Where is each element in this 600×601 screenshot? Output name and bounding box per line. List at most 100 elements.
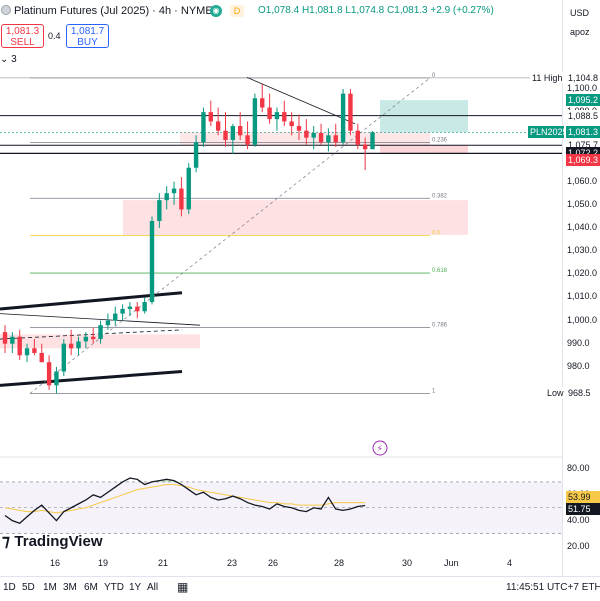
low-tag: Low <box>545 387 565 400</box>
date-label: 4 <box>507 558 513 568</box>
candle-body <box>267 107 272 120</box>
timeframe-6m[interactable]: 6M <box>84 582 98 593</box>
candle-body <box>238 126 243 136</box>
fib-label: 0.236 <box>432 137 448 143</box>
candle-body <box>274 112 280 120</box>
timeframe-1m[interactable]: 1M <box>43 582 57 593</box>
entry-zone <box>180 132 430 146</box>
candle-body <box>164 193 169 201</box>
candle-body <box>252 98 258 145</box>
fib-label: 0.382 <box>432 193 448 199</box>
date-label: 16 <box>50 558 61 568</box>
candle-body <box>311 132 316 138</box>
candle-body <box>54 371 59 386</box>
candle-body <box>208 112 213 122</box>
symbol-logo-icon <box>1 5 11 15</box>
candle-body <box>127 306 133 309</box>
ohlc-high: H1,081.8 <box>301 5 343 16</box>
last-price-label: 1,081.3 <box>566 126 600 139</box>
currency-selector[interactable]: USD <box>570 8 590 18</box>
candle-body <box>318 132 324 143</box>
rsi-value-label: 51.75 <box>566 503 600 516</box>
stop-loss-label: 1,069.3 <box>566 154 600 167</box>
candle-body <box>260 98 265 108</box>
candle-body <box>370 132 375 150</box>
price-tick: 1,040.0 <box>567 221 598 232</box>
visibility-eye-icon[interactable]: ◉ <box>210 5 222 17</box>
timeframe-ytd[interactable]: YTD <box>104 582 124 593</box>
timeframe-all[interactable]: All <box>147 582 159 593</box>
level-label: 1,088.5 <box>566 109 600 122</box>
price-tick: 1,010.0 <box>567 291 598 302</box>
channel-mid-line <box>0 313 201 326</box>
candle-body <box>39 352 44 363</box>
rsi-tick: 20.00 <box>567 540 590 551</box>
candle-body <box>296 126 302 131</box>
candle-body <box>282 112 287 122</box>
candle-body <box>10 336 15 344</box>
tv-logo-icon: ⁊ <box>2 533 10 550</box>
candle-body <box>113 313 118 321</box>
candle-body <box>17 336 22 356</box>
channel-lower-line <box>0 369 183 387</box>
ohlc-change: +2.9 (+0.27%) <box>430 5 494 16</box>
alert-lightning-icon <box>372 440 388 456</box>
date-label: 23 <box>227 558 238 568</box>
candle-body <box>61 343 66 372</box>
fib-label: 0.618 <box>432 268 448 274</box>
clock-display[interactable]: 11:45:51 UTC+7 ETH <box>506 582 600 593</box>
demand-zone <box>0 334 200 349</box>
timeframe-5d[interactable]: 5D <box>22 582 35 593</box>
symbol-title[interactable]: Platinum Futures (Jul 2025) · 4h · NYMEX <box>14 5 221 17</box>
candle-body <box>193 142 199 168</box>
indicators-toggle[interactable]: ⌄ 3 <box>0 54 17 65</box>
candle-body <box>120 308 125 314</box>
candle-body <box>230 126 236 140</box>
timeframe-3m[interactable]: 3M <box>63 582 77 593</box>
long-profit-zone <box>380 100 468 133</box>
rsi-tick: 80.00 <box>567 463 590 473</box>
timeframe-1y[interactable]: 1Y <box>129 582 142 593</box>
date-label: 21 <box>158 558 169 568</box>
candle-body <box>326 135 331 143</box>
buy-label: BUY <box>77 37 98 48</box>
unit-selector[interactable]: apoz <box>570 27 590 37</box>
low-price-label: 968.5 <box>566 387 600 400</box>
tradingview-logo[interactable]: ⁊ TradingView <box>2 531 103 551</box>
rsi-line <box>4 477 366 524</box>
candle-body <box>171 188 177 194</box>
candle-body <box>157 200 162 221</box>
supply-zone <box>123 200 468 235</box>
candle-body <box>245 135 250 145</box>
candle-body <box>83 336 89 342</box>
date-label: 28 <box>334 558 345 568</box>
date-label: 19 <box>98 558 109 568</box>
indicator-count: 3 <box>11 54 17 65</box>
candle-body <box>32 348 37 353</box>
candle-body <box>289 121 294 127</box>
candle-body <box>333 135 338 143</box>
chart-header: Platinum Futures (Jul 2025) · 4h · NYMEX… <box>0 0 560 22</box>
timeframe-1d[interactable]: 1D <box>3 582 16 593</box>
long-loss-zone <box>380 145 468 154</box>
bottom-toolbar <box>0 576 600 601</box>
take-profit-label: 1,095.2 <box>566 94 600 107</box>
calendar-icon[interactable]: ▦ <box>177 580 189 594</box>
date-label: 26 <box>268 558 279 568</box>
candle-body <box>98 325 103 340</box>
candle-body <box>135 306 140 312</box>
price-tick: 1,100.0 <box>567 83 598 93</box>
sell-label: SELL <box>10 37 35 48</box>
buy-button[interactable]: 1,081.7 BUY <box>66 24 109 48</box>
brand-name: TradingView <box>14 533 103 550</box>
ohlc-close: C1,081.3 <box>387 5 428 16</box>
candle-body <box>76 341 81 349</box>
ohlc-open: O1,078.4 <box>258 5 300 16</box>
fib-label: 0.5 <box>432 231 441 237</box>
candle-body <box>186 167 191 210</box>
candle-body <box>179 188 184 210</box>
delayed-badge[interactable]: D <box>230 5 244 17</box>
date-label: 30 <box>402 558 413 568</box>
sell-button[interactable]: 1,081.3 SELL <box>1 24 44 48</box>
